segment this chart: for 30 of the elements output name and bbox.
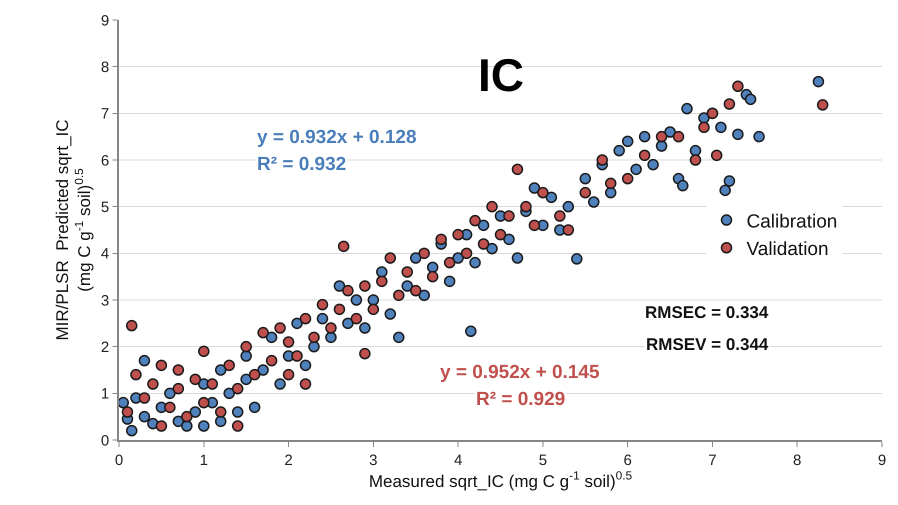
annotation: R² = 0.929 — [476, 389, 566, 410]
y-tick-label: 1 — [100, 386, 110, 403]
x-tick-label: 4 — [454, 452, 462, 469]
x-tick-label: 3 — [369, 452, 378, 469]
y-tick-label: 9 — [100, 12, 110, 30]
x-tick-label: 2 — [284, 452, 293, 469]
text: IC — [478, 49, 524, 101]
y-tick-label: 2 — [100, 338, 110, 356]
y-tick-label: 4 — [100, 246, 110, 263]
x-tick-label: 0 — [114, 452, 124, 469]
y-tick-label: 3 — [100, 292, 110, 310]
y-tick-label: 8 — [100, 58, 110, 76]
x-tick-label: 8 — [793, 452, 802, 469]
annotation: y = 0.952x + 0.145 — [440, 362, 600, 383]
y-tick-label: 5 — [100, 198, 110, 216]
annotation: RMSEC = 0.334 — [645, 303, 769, 322]
x-tick-label: 1 — [200, 452, 208, 469]
x-axis-title: Measured sqrt_IC (mg C g$^{-1}$ soil)$^{0.5}$ — [368, 468, 633, 491]
annotation: y = 0.932x + 0.128 — [257, 127, 417, 148]
x-tick-label: 7 — [708, 452, 717, 469]
annotation: R² = 0.932 — [257, 154, 346, 175]
legend-label: Validation — [746, 239, 829, 260]
y-tick-label: 6 — [100, 152, 110, 170]
y-tick-label: 7 — [100, 106, 110, 123]
annotation: RMSEV = 0.344 — [646, 335, 769, 354]
y-tick-label: 0 — [100, 432, 110, 450]
x-tick-label: 9 — [878, 452, 886, 469]
x-tick-label: 5 — [538, 452, 548, 469]
x-tick-label: 6 — [624, 452, 632, 469]
legend-label: Calibration — [746, 211, 838, 232]
